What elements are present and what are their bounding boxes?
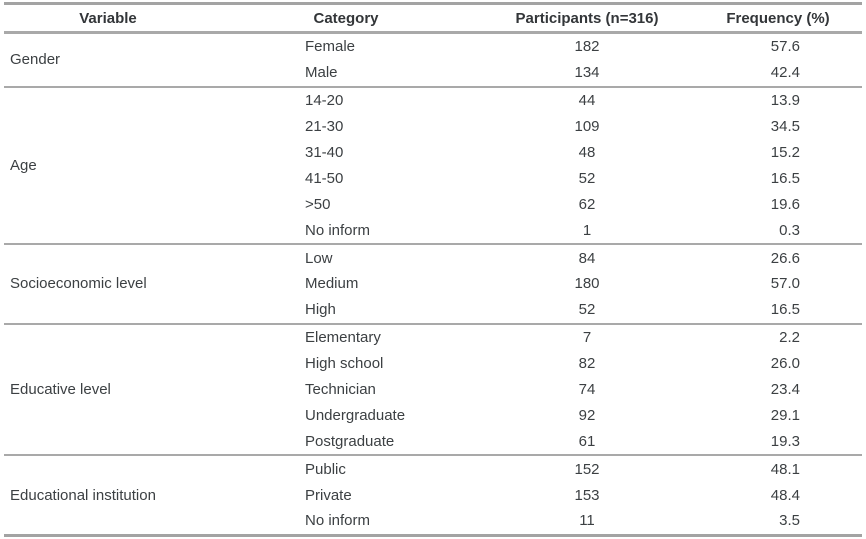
- category-cell: >50: [305, 195, 331, 213]
- category-cell: 14-20: [305, 92, 344, 110]
- category-cell: 21-30: [305, 118, 344, 136]
- group-rows: Public 152 48.1 Private 153 48.4 No inform 11 3.…: [212, 456, 862, 534]
- participants-cell: 7: [582, 329, 592, 347]
- table-row: Elementary 7 2.2: [212, 325, 862, 351]
- frequency-cell: 13.9: [770, 92, 800, 110]
- table-row: Private 153 48.4: [212, 482, 862, 508]
- demographics-table: Variable Category Participants (n=316) F…: [4, 2, 862, 537]
- table-row: Undergraduate 92 29.1: [212, 402, 862, 428]
- participants-cell: 92: [578, 406, 596, 424]
- group-rows: Female 182 57.6 Male 134 42.4: [212, 34, 862, 86]
- frequency-cell: 29.1: [770, 406, 800, 424]
- category-cell: No inform: [305, 512, 371, 530]
- table-header-row: Variable Category Participants (n=316) F…: [4, 2, 862, 34]
- category-cell: Medium: [305, 275, 359, 293]
- category-cell: Private: [305, 486, 352, 504]
- variable-cell: Gender: [10, 51, 61, 69]
- participants-cell: 152: [574, 460, 600, 478]
- category-cell: 31-40: [305, 144, 344, 161]
- table-row: 21-30 109 34.5: [212, 114, 862, 140]
- group-rows: Elementary 7 2.2 High school 82 26.0 Technicia…: [212, 325, 862, 454]
- table-row: No inform 1 0.3: [212, 217, 862, 243]
- variable-cell: Educational institution: [10, 486, 156, 504]
- table-row: No inform 11 3.5: [212, 508, 862, 534]
- frequency-cell: 15.2: [770, 144, 800, 161]
- participants-cell: 52: [578, 301, 596, 319]
- participants-cell: 74: [578, 381, 596, 399]
- col-header-variable: Variable: [79, 9, 137, 27]
- table-body: Gender Female 182 57.6 Male 134 42.4 Age 14-20 44…: [4, 34, 862, 534]
- table-row: Public 152 48.1: [212, 456, 862, 482]
- participants-cell: 44: [578, 92, 596, 110]
- group-rows: Low 84 26.6 Medium 180 57.0 High 52 16.5: [212, 245, 862, 323]
- frequency-cell: 16.5: [770, 301, 800, 319]
- table-row: 41-50 52 16.5: [212, 165, 862, 191]
- table-row: Postgraduate 61 19.3: [212, 428, 862, 454]
- table-row: 14-20 44 13.9: [212, 88, 862, 114]
- category-cell: Undergraduate: [305, 406, 406, 424]
- frequency-cell: 34.5: [770, 118, 800, 136]
- variable-group: Gender Female 182 57.6 Male 134 42.4: [4, 34, 862, 86]
- table-row: Low 84 26.6: [212, 245, 862, 271]
- col-header-participants: Participants (n=316): [515, 9, 659, 27]
- frequency-cell: 23.4: [770, 381, 800, 399]
- frequency-cell: 0.3: [779, 221, 800, 239]
- table-row: 31-40 48 15.2: [212, 140, 862, 166]
- frequency-cell: 19.6: [770, 195, 800, 213]
- table-row: >50 62 19.6: [212, 191, 862, 217]
- category-cell: Postgraduate: [305, 432, 395, 450]
- variable-group: Educative level Elementary 7 2.2 High school…: [4, 322, 862, 454]
- category-cell: Male: [305, 64, 338, 82]
- category-cell: Female: [305, 38, 356, 56]
- table-row: Medium 180 57.0: [212, 271, 862, 297]
- frequency-cell: 16.5: [770, 169, 800, 187]
- participants-cell: 52: [578, 169, 596, 187]
- col-header-category: Category: [313, 9, 379, 27]
- table-row: Male 134 42.4: [212, 60, 862, 86]
- participants-cell: 61: [578, 432, 596, 450]
- table-row: Female 182 57.6: [212, 34, 862, 60]
- participants-cell: 48: [578, 144, 596, 161]
- category-cell: 41-50: [305, 169, 344, 187]
- category-cell: Low: [305, 249, 333, 267]
- frequency-cell: 2.2: [779, 329, 800, 347]
- participants-cell: 11: [579, 512, 595, 530]
- participants-cell: 182: [574, 38, 600, 56]
- table-row: High school 82 26.0: [212, 351, 862, 377]
- frequency-cell: 48.4: [770, 486, 800, 504]
- participants-cell: 153: [574, 486, 600, 504]
- variable-cell: Educative level: [10, 381, 111, 399]
- participants-cell: 134: [574, 64, 600, 82]
- table-row: High 52 16.5: [212, 297, 862, 323]
- frequency-cell: 57.6: [770, 38, 800, 56]
- category-cell: High school: [305, 355, 384, 373]
- variable-group: Educational institution Public 152 48.1 Priv…: [4, 454, 862, 534]
- table-row: Technician 74 23.4: [212, 377, 862, 403]
- frequency-cell: 26.0: [770, 355, 800, 373]
- variable-group: Socioeconomic level Low 84 26.6 Medium 180 57.…: [4, 243, 862, 323]
- variable-cell: Socioeconomic level: [10, 275, 147, 293]
- participants-cell: 62: [578, 195, 596, 213]
- frequency-cell: 3.5: [779, 512, 800, 530]
- participants-cell: 180: [574, 275, 600, 293]
- participants-cell: 84: [578, 249, 596, 267]
- group-rows: 14-20 44 13.9 21-30 109 34.5 31-40 48 15.2 41-50 5…: [212, 88, 862, 243]
- frequency-cell: 57.0: [770, 275, 800, 293]
- variable-group: Age 14-20 44 13.9 21-30 109 34.5 31-40 48 15.2 41-…: [4, 85, 862, 243]
- category-cell: Public: [305, 460, 346, 478]
- frequency-cell: 42.4: [770, 64, 800, 82]
- category-cell: Technician: [305, 381, 376, 399]
- variable-cell: Age: [10, 156, 37, 174]
- participants-cell: 109: [574, 118, 600, 136]
- participants-cell: 1: [582, 221, 592, 239]
- col-header-frequency: Frequency (%): [726, 9, 830, 27]
- frequency-cell: 19.3: [770, 432, 800, 450]
- participants-cell: 82: [578, 355, 596, 373]
- frequency-cell: 48.1: [770, 460, 800, 478]
- category-cell: No inform: [305, 221, 371, 239]
- frequency-cell: 26.6: [770, 249, 800, 267]
- category-cell: High: [305, 301, 336, 319]
- category-cell: Elementary: [305, 329, 381, 347]
